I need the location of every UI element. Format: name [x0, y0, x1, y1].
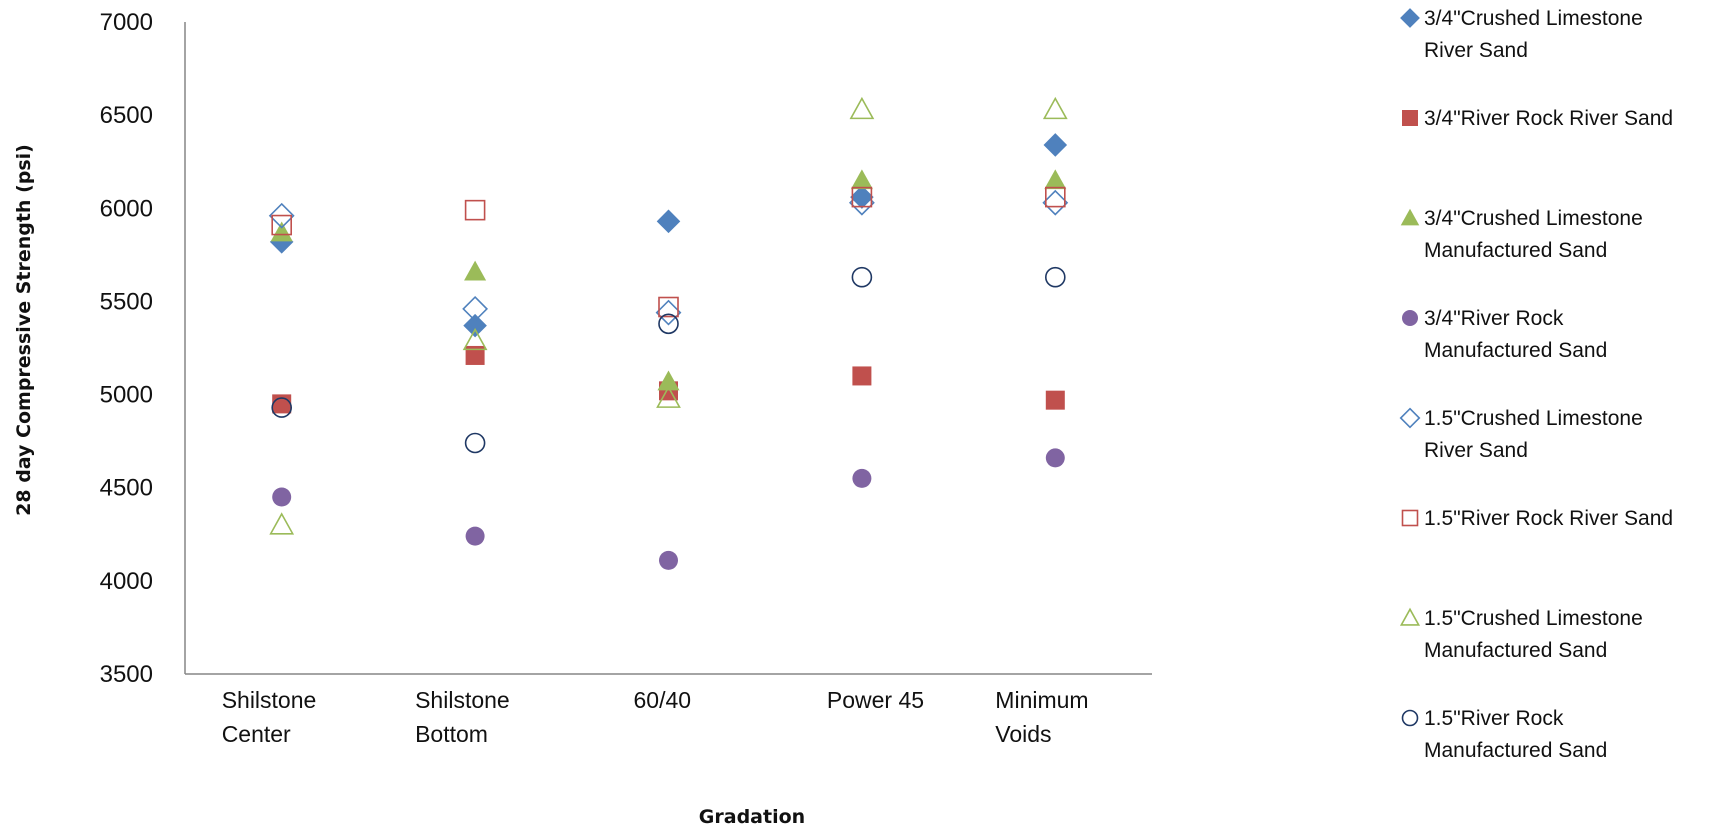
- legend-label: 3/4"River Rock River Sand: [1424, 107, 1673, 130]
- data-point: [1042, 189, 1069, 216]
- data-point: [465, 345, 485, 365]
- legend-marker: [1400, 8, 1420, 28]
- data-point: [465, 526, 485, 546]
- data-point: [1042, 96, 1068, 120]
- data-point: [1043, 133, 1068, 157]
- data-point: [464, 199, 486, 221]
- y-tick-label: 6000: [100, 195, 153, 222]
- data-point: [270, 221, 293, 242]
- data-point: [269, 512, 295, 535]
- series-3: [270, 169, 1067, 391]
- data-point: [656, 209, 681, 234]
- series-6: [271, 186, 1066, 318]
- legend-label: 1.5"Crushed Limestone River Sand: [1424, 407, 1643, 462]
- y-tick-label: 7000: [100, 9, 153, 36]
- legend-entry: 3/4"River Rock Manufactured Sand: [1402, 307, 1607, 362]
- data-point: [851, 266, 873, 288]
- y-tick-label: 5500: [100, 288, 153, 315]
- data-point: [850, 169, 873, 190]
- legend-entry: 3/4"Crushed Limestone Manufactured Sand: [1400, 207, 1643, 262]
- data-point: [271, 214, 293, 236]
- legend-marker: [1401, 509, 1419, 527]
- legend-marker: [1400, 208, 1420, 226]
- data-point: [848, 189, 875, 216]
- data-point: [655, 299, 682, 326]
- data-point: [462, 327, 488, 351]
- data-point: [656, 385, 681, 408]
- x-category-label: 60/40: [634, 687, 692, 713]
- legend-entry: 1.5"River Rock Manufactured Sand: [1401, 707, 1607, 762]
- data-point: [271, 397, 293, 418]
- plot-area: [268, 96, 1069, 570]
- legend-marker: [1402, 110, 1418, 126]
- x-category-label: Minimum Voids: [995, 687, 1088, 747]
- series-1: [269, 133, 1068, 338]
- data-point: [464, 260, 487, 281]
- data-point: [658, 296, 679, 318]
- y-tick-label: 5000: [100, 382, 153, 409]
- legend-entry: 3/4"River Rock River Sand: [1402, 107, 1673, 130]
- axes: 3500 4000 4500 5000 5500 6000 6500 7000 Shilston…: [100, 9, 1152, 747]
- data-point: [463, 313, 487, 338]
- legend-label: 3/4"River Rock Manufactured Sand: [1424, 307, 1607, 362]
- x-axis-title: Gradation: [699, 806, 805, 828]
- series-8: [271, 266, 1066, 454]
- legend-entry: 1.5"Crushed Limestone Manufactured Sand: [1399, 607, 1643, 662]
- legend-entry: 1.5"River Rock River Sand: [1401, 507, 1673, 530]
- legend-label: 3/4"Crushed Limestone Manufactured Sand: [1424, 207, 1643, 262]
- data-point: [849, 96, 875, 120]
- legend-marker: [1399, 407, 1421, 429]
- data-point: [1045, 266, 1066, 288]
- data-point: [657, 370, 680, 391]
- x-category-label: Shilstone Bottom: [415, 687, 510, 747]
- y-tick-label: 6500: [100, 102, 153, 129]
- data-point: [1045, 448, 1065, 468]
- data-point: [852, 468, 872, 488]
- data-point: [464, 432, 486, 454]
- legend: 3/4"Crushed Limestone River Sand 3/4"River…: [1399, 7, 1673, 762]
- legend-marker: [1402, 310, 1418, 326]
- data-point: [462, 295, 489, 322]
- data-point: [659, 550, 678, 570]
- legend-entry: 1.5"Crushed Limestone River Sand: [1399, 407, 1643, 462]
- y-tick-label: 3500: [100, 661, 153, 688]
- data-point: [269, 230, 294, 254]
- legend-label: 1.5"River Rock Manufactured Sand: [1424, 707, 1607, 762]
- data-point: [852, 366, 872, 386]
- legend-label: 1.5"River Rock River Sand: [1424, 507, 1673, 530]
- legend-label: 3/4"Crushed Limestone River Sand: [1424, 7, 1643, 62]
- data-point: [1044, 169, 1067, 190]
- y-tick-label: 4000: [100, 568, 153, 595]
- y-axis-title: 28 day Compressive Strength (psi): [13, 144, 35, 516]
- data-point: [1045, 186, 1066, 208]
- data-point: [272, 394, 292, 414]
- data-point: [851, 186, 873, 208]
- y-tick-label: 4500: [100, 475, 153, 502]
- legend-entry: 3/4"Crushed Limestone River Sand: [1400, 7, 1643, 62]
- series-7: [269, 96, 1068, 535]
- data-point: [272, 487, 292, 507]
- legend-marker: [1399, 607, 1421, 626]
- legend-label: 1.5"Crushed Limestone Manufactured Sand: [1424, 607, 1643, 662]
- x-category-label: Power 45: [827, 687, 924, 713]
- series-4: [272, 448, 1065, 570]
- data-point: [268, 202, 295, 229]
- data-point: [658, 313, 679, 335]
- x-category-label: Shilstone Center: [222, 687, 317, 747]
- legend-marker: [1401, 709, 1419, 727]
- data-point: [850, 185, 874, 209]
- series-5: [268, 189, 1069, 326]
- data-point: [1045, 390, 1065, 410]
